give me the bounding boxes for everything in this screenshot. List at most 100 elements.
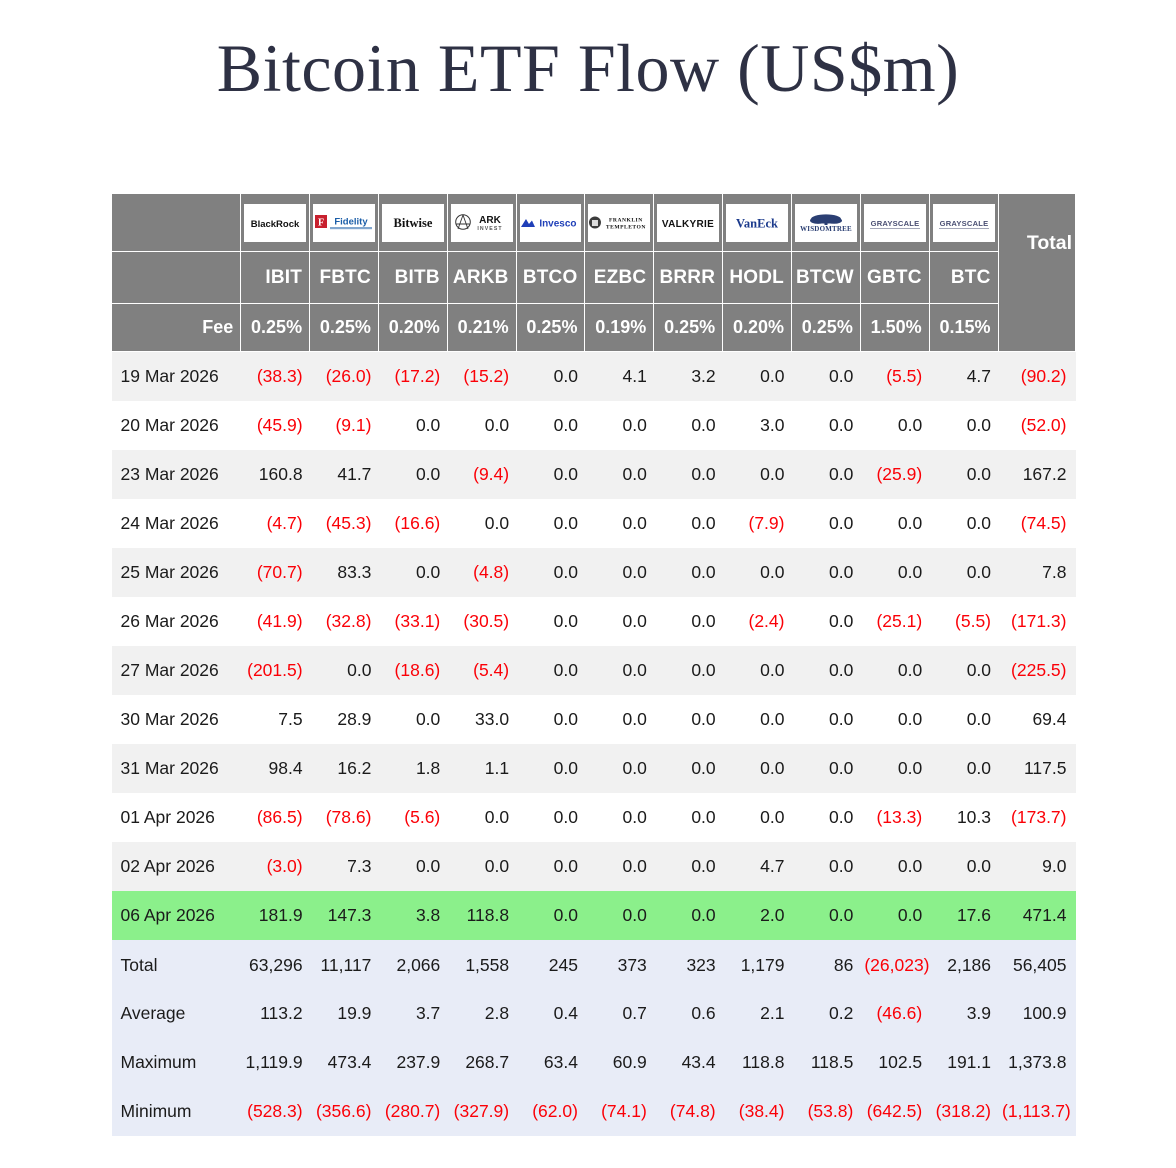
summary-label: Total [111, 939, 241, 989]
fee-row: Fee 0.25% 0.25% 0.20% 0.21% 0.25% 0.19% 0.25% 0… [110, 303, 1076, 352]
table-row[interactable]: 20 Mar 2026 (45.9) (9.1) 0.0 0.0 0.0 0.0 0.0 3.0… [111, 400, 1076, 450]
issuer-logo-cell-btcw: WISDOMTREE [790, 193, 861, 252]
flow-value-btcw: 0.0 [791, 400, 861, 450]
flow-value-ezbc: 0.0 [584, 792, 654, 842]
flow-value-btco: 0.0 [516, 841, 585, 891]
summary-value-gbtc: (46.6) [860, 988, 930, 1038]
summary-total: 1,373.8 [998, 1037, 1076, 1087]
row-date: 06 Apr 2026 [111, 890, 241, 940]
fee-value-hodl: 0.20% [722, 303, 792, 352]
issuer-logo-cell-arkb: ARK INVEST [446, 193, 517, 252]
flow-value-arkb: 33.0 [447, 694, 517, 744]
summary-value-btc: (318.2) [929, 1086, 999, 1136]
row-total: 69.4 [998, 694, 1076, 744]
flow-value-bitb: 0.0 [378, 841, 448, 891]
flow-value-gbtc: 0.0 [860, 890, 930, 940]
table-body: 19 Mar 2026 (38.3) (26.0) (17.2) (15.2) 0.0 4.… [111, 351, 1076, 1136]
flow-value-btc: 0.0 [929, 743, 999, 793]
table-row[interactable]: 25 Mar 2026 (70.7) 83.3 0.0 (4.8) 0.0 0.0 0.0 0.… [111, 547, 1076, 597]
table-row[interactable]: 01 Apr 2026 (86.5) (78.6) (5.6) 0.0 0.0 0.0 0.0… [111, 792, 1076, 842]
flow-value-arkb: (9.4) [447, 449, 517, 499]
flow-value-btco: 0.0 [516, 792, 585, 842]
table-row[interactable]: 23 Mar 2026 160.8 41.7 0.0 (9.4) 0.0 0.0 0.0 0.0… [111, 449, 1076, 499]
row-total: (52.0) [998, 400, 1076, 450]
flow-value-btc: 0.0 [929, 547, 999, 597]
row-date: 26 Mar 2026 [111, 596, 241, 646]
flow-value-btc: 17.6 [929, 890, 999, 940]
table-row[interactable]: 27 Mar 2026 (201.5) 0.0 (18.6) (5.4) 0.0 0.0 0.… [111, 645, 1076, 695]
row-total: 9.0 [998, 841, 1076, 891]
table-row[interactable]: 26 Mar 2026 (41.9) (32.8) (33.1) (30.5) 0.0 0.… [111, 596, 1076, 646]
summary-value-bitb: (280.7) [378, 1086, 448, 1136]
table-row[interactable]: 24 Mar 2026 (4.7) (45.3) (16.6) 0.0 0.0 0.0 0.0… [111, 498, 1076, 548]
table-row[interactable]: 19 Mar 2026 (38.3) (26.0) (17.2) (15.2) 0.0 4.… [111, 351, 1076, 401]
flow-value-ezbc: 0.0 [584, 547, 654, 597]
flow-value-bitb: 3.8 [378, 890, 448, 940]
ticker-header-hodl: HODL [722, 251, 792, 304]
flow-value-fbtc: 0.0 [309, 645, 379, 695]
flow-value-fbtc: 7.3 [309, 841, 379, 891]
fee-value-btcw: 0.25% [790, 303, 861, 352]
flow-value-btco: 0.0 [516, 743, 585, 793]
flow-value-ibit: (201.5) [240, 645, 310, 695]
flow-value-ibit: (3.0) [240, 841, 310, 891]
table-row-highlighted[interactable]: 06 Apr 2026 181.9 147.3 3.8 118.8 0.0 0.0 0.0 2.… [111, 890, 1076, 940]
ark-invest-logo: ARK INVEST [450, 203, 513, 242]
flow-value-btco: 0.0 [516, 449, 585, 499]
flow-value-fbtc: (78.6) [309, 792, 379, 842]
flow-value-bitb: 0.0 [378, 400, 448, 450]
summary-total: 56,405 [998, 939, 1076, 989]
flow-value-hodl: (7.9) [722, 498, 792, 548]
flow-value-bitb: (33.1) [378, 596, 448, 646]
flow-value-brrr: 0.0 [653, 841, 723, 891]
summary-label: Average [111, 988, 241, 1038]
svg-text:Invesco: Invesco [539, 218, 576, 229]
summary-value-btcw: 118.5 [791, 1037, 861, 1087]
flow-value-bitb: (18.6) [378, 645, 448, 695]
flow-value-hodl: 0.0 [722, 792, 792, 842]
summary-value-gbtc: (642.5) [860, 1086, 930, 1136]
summary-value-bitb: 2,066 [378, 939, 448, 989]
wisdomtree-logo: WISDOMTREE [794, 203, 857, 242]
grayscale-logo: GRAYSCALE [932, 203, 995, 242]
flow-value-ezbc: 0.0 [584, 449, 654, 499]
flow-value-fbtc: 28.9 [309, 694, 379, 744]
issuer-logo-cell-bitb: Bitwise [377, 193, 448, 252]
flow-value-ibit: (38.3) [240, 351, 310, 401]
summary-value-arkb: 1,558 [447, 939, 517, 989]
row-date: 19 Mar 2026 [111, 351, 241, 401]
flow-value-brrr: 0.0 [653, 890, 723, 940]
grayscale-logo: GRAYSCALE [863, 203, 926, 242]
table-row[interactable]: 30 Mar 2026 7.5 28.9 0.0 33.0 0.0 0.0 0.0 0.0 0.0… [111, 694, 1076, 744]
flow-value-ezbc: 0.0 [584, 694, 654, 744]
table-row[interactable]: 02 Apr 2026 (3.0) 7.3 0.0 0.0 0.0 0.0 0.0 4.7 0.0… [111, 841, 1076, 891]
svg-text:VALKYRIE: VALKYRIE [662, 219, 714, 230]
etf-flow-table: BlackRock F Fidelity Bitwise ARK INVEST Invesc… [110, 193, 1077, 1136]
summary-value-ezbc: 0.7 [584, 988, 654, 1038]
flow-value-btc: 0.0 [929, 449, 999, 499]
flow-value-arkb: 0.0 [447, 841, 517, 891]
summary-value-brrr: 43.4 [653, 1037, 723, 1087]
flow-value-bitb: 1.8 [378, 743, 448, 793]
fee-label: Fee [110, 303, 242, 352]
flow-value-ibit: 181.9 [240, 890, 310, 940]
table-row[interactable]: 31 Mar 2026 98.4 16.2 1.8 1.1 0.0 0.0 0.0 0.0 0.0… [111, 743, 1076, 793]
flow-value-ezbc: 0.0 [584, 596, 654, 646]
flow-value-fbtc: 16.2 [309, 743, 379, 793]
ticker-header-ibit: IBIT [240, 251, 311, 304]
ticker-header-fbtc: FBTC [309, 251, 379, 304]
summary-value-ibit: 113.2 [240, 988, 310, 1038]
fee-value-ezbc: 0.19% [584, 303, 655, 352]
row-total: (173.7) [998, 792, 1076, 842]
summary-value-btco: (62.0) [516, 1086, 585, 1136]
summary-value-fbtc: 19.9 [309, 988, 379, 1038]
flow-value-ibit: (4.7) [240, 498, 310, 548]
svg-text:GRAYSCALE: GRAYSCALE [939, 219, 988, 228]
summary-value-arkb: (327.9) [447, 1086, 517, 1136]
summary-row-total: Total 63,296 11,117 2,066 1,558 245 373 323 1,17… [111, 939, 1076, 989]
issuer-logo-cell-hodl: VanEck [722, 193, 792, 252]
row-date: 23 Mar 2026 [111, 449, 241, 499]
bitwise-logo: Bitwise [381, 203, 444, 242]
flow-value-fbtc: (32.8) [309, 596, 379, 646]
summary-value-fbtc: 11,117 [309, 939, 379, 989]
